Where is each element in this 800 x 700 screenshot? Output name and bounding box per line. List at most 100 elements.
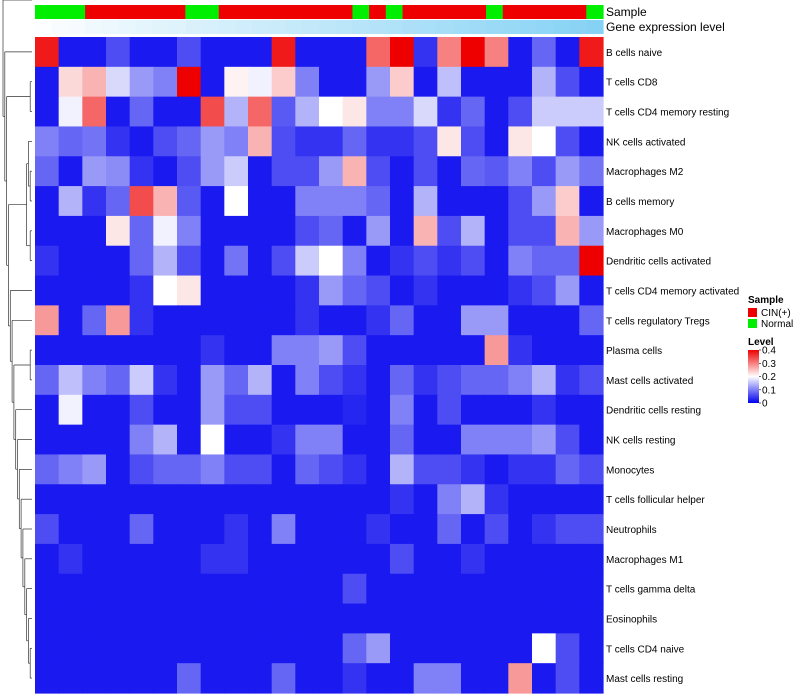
heatmap-cell (484, 126, 509, 157)
heatmap-cell (508, 37, 533, 68)
heatmap-cell (248, 275, 273, 306)
heatmap-cell (35, 335, 60, 366)
heatmap-cell (508, 245, 533, 277)
heatmap-cell (461, 66, 486, 98)
expression-annotation-cell (469, 20, 487, 34)
heatmap-cell (153, 573, 178, 605)
cin-positive-swatch (748, 308, 757, 317)
heatmap-cell (35, 573, 60, 605)
heatmap-cell (532, 514, 557, 545)
row-label: T cells follicular helper (606, 495, 705, 506)
heatmap-cell (413, 305, 438, 336)
heatmap-cell (461, 335, 486, 366)
heatmap-cell (271, 335, 296, 366)
heatmap-cell (177, 305, 202, 336)
heatmap-cell (508, 305, 533, 336)
heatmap-cell (106, 156, 131, 187)
heatmap-cell (271, 514, 296, 545)
heatmap-cell (319, 603, 344, 634)
heatmap-cell (295, 603, 320, 634)
heatmap-cell (532, 454, 557, 485)
heatmap-cell (82, 573, 107, 605)
heatmap-cell (555, 663, 580, 694)
row-label: Dendritic cells resting (606, 406, 701, 417)
heatmap-cell (579, 186, 604, 217)
heatmap-cell (295, 335, 320, 366)
sample-annotation-cell (185, 5, 203, 19)
sample-annotation-cell (135, 5, 153, 19)
expression-annotation-cell (235, 20, 253, 34)
heatmap-cell (224, 365, 249, 396)
heatmap-cell (461, 245, 486, 277)
heatmap-cell (35, 543, 60, 575)
heatmap-cell (461, 514, 486, 545)
heatmap-cell (319, 365, 344, 396)
row-label: Macrophages M0 (606, 227, 684, 238)
sample-annotation-cell (202, 5, 220, 19)
heatmap-cell (366, 663, 391, 694)
heatmap-cell (295, 186, 320, 217)
heatmap-cell (532, 305, 557, 336)
level-tick-label: 0.1 (762, 385, 776, 396)
heatmap-cell (200, 394, 225, 426)
heatmap-cell (532, 126, 557, 157)
heatmap-cell (366, 633, 391, 664)
heatmap-cell (153, 365, 178, 396)
heatmap-cell (437, 96, 462, 128)
heatmap-cell (413, 96, 438, 128)
heatmap-cell (366, 126, 391, 157)
heatmap-cell (508, 543, 533, 575)
heatmap-cell (579, 633, 604, 664)
heatmap-cell (319, 514, 344, 545)
heatmap-cell (106, 424, 131, 456)
heatmap-cell (248, 96, 273, 128)
heatmap-cell (342, 603, 367, 634)
heatmap-cell (177, 126, 202, 157)
expression-annotation-cell (369, 20, 387, 34)
heatmap-cell (437, 633, 462, 664)
heatmap-cell (58, 245, 83, 277)
heatmap-cell (153, 37, 178, 68)
heatmap-cell (437, 424, 462, 456)
heatmap-cell (319, 96, 344, 128)
heatmap-cell (319, 305, 344, 336)
heatmap-cell (82, 394, 107, 426)
heatmap-cell (319, 454, 344, 485)
heatmap-cell (295, 633, 320, 664)
heatmap-cell (35, 454, 60, 485)
heatmap-cell (271, 365, 296, 396)
heatmap-cell (177, 275, 202, 306)
heatmap-cell (35, 186, 60, 217)
heatmap-cell (271, 66, 296, 98)
heatmap-cell (484, 335, 509, 366)
heatmap-cell (106, 37, 131, 68)
heatmap-cell (413, 215, 438, 247)
heatmap-cell (271, 484, 296, 515)
heatmap-cell (390, 96, 415, 128)
heatmap-cell (58, 66, 83, 98)
heatmap-cell (224, 484, 249, 515)
heatmap-cell (248, 573, 273, 605)
heatmap-cell (106, 484, 131, 515)
heatmap-cell (35, 215, 60, 247)
heatmap-cell (58, 454, 83, 485)
heatmap-cell (177, 245, 202, 277)
heatmap-cell (106, 603, 131, 634)
heatmap-cell (508, 335, 533, 366)
heatmap-cell (461, 365, 486, 396)
heatmap-cell (35, 484, 60, 515)
sample-annotation-cell (369, 5, 387, 19)
heatmap-cell (366, 275, 391, 306)
heatmap-cell (342, 543, 367, 575)
heatmap-cell (390, 37, 415, 68)
heatmap-cell (413, 454, 438, 485)
heatmap-cell (106, 663, 131, 694)
heatmap-cell (390, 394, 415, 426)
heatmap-cell (35, 126, 60, 157)
heatmap-cell (532, 573, 557, 605)
heatmap-cell (366, 573, 391, 605)
heatmap-cell (224, 96, 249, 128)
heatmap-cell (106, 454, 131, 485)
level-legend: Level 0.4 0.3 0.2 0.1 0 (748, 337, 776, 410)
heatmap-cell (413, 186, 438, 217)
